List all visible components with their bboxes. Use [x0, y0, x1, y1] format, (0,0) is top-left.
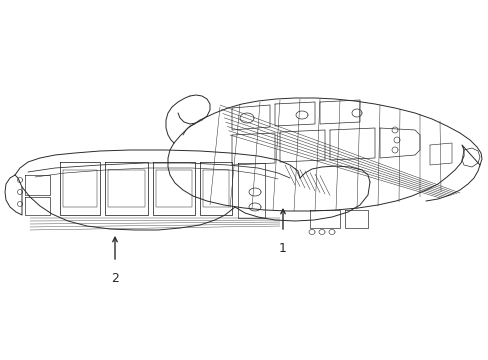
Text: 1: 1	[279, 242, 286, 255]
Text: 2: 2	[111, 272, 119, 285]
